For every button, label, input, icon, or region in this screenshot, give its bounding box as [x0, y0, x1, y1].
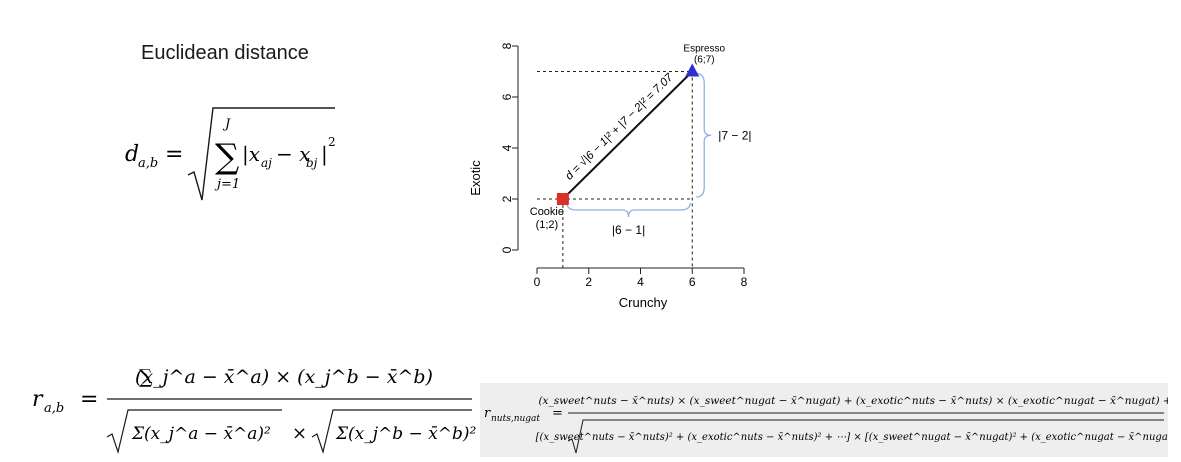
nuts-nugat-formula: r nuts,nugat = (x_sweet^nuts − x̄^nuts) …: [484, 395, 1181, 454]
x-tick-label: 4: [637, 275, 644, 289]
horizontal-brace: [566, 202, 691, 218]
term-sub-a: aj: [261, 156, 272, 170]
sum-bottom: j=1: [214, 177, 240, 192]
cookie-marker: [556, 193, 569, 205]
x-tick-label: 6: [689, 275, 696, 289]
y-tick-label: 4: [500, 144, 514, 151]
term-sub-b: bj: [306, 156, 318, 170]
nuts-denominator: [(x_sweet^nuts − x̄^nuts)² + (x_exotic^n…: [536, 432, 1168, 443]
espresso-marker: [685, 63, 700, 77]
y-tick-label: 8: [500, 42, 514, 49]
distance-label: d = √|6 − 1|² + |7 − 2|² = 7.07: [563, 71, 676, 183]
nuts-eq: =: [552, 406, 563, 421]
formula-lhs: d: [125, 142, 139, 167]
term-xb: − x: [276, 142, 310, 166]
corr-numerator: (x_j^a − x̄^a) × (x_j^b − x̄^b): [135, 366, 433, 388]
y-axis-label: Exotic: [468, 160, 483, 196]
cookie-label: Cookie: [530, 206, 564, 218]
distance-formula: d a,b = J ∑ j=1 |x aj − x bj | 2: [125, 107, 336, 201]
correlation-formula: r a,b = (x_j^a − x̄^a) × (x_j^b − x̄^b) …: [32, 366, 477, 455]
radical-sign: [187, 107, 335, 201]
corr-lhs-sub: a,b: [44, 401, 64, 416]
formula-lhs-sub: a,b: [138, 156, 158, 171]
sum-sigma: ∑: [215, 137, 239, 177]
page-title: Euclidean distance: [141, 42, 309, 64]
vertical-diff-label: |7 − 2|: [718, 128, 751, 142]
cookie-coord: (1;2): [536, 219, 559, 231]
y-tick-label: 6: [500, 93, 514, 100]
horizontal-diff-label: |6 − 1|: [612, 223, 645, 237]
term-xa: |x: [242, 142, 260, 167]
nuts-lhs-sub: nuts,nugat: [491, 414, 540, 424]
term-power: 2: [328, 135, 336, 149]
x-tick-label: 8: [741, 275, 748, 289]
x-tick-label: 0: [534, 275, 541, 289]
corr-den-left: Σ(x_j^a − x̄^a)²: [131, 424, 271, 444]
x-tick-label: 2: [585, 275, 592, 289]
y-tick-label: 0: [500, 246, 514, 253]
term-close: |: [321, 142, 328, 167]
nuts-lhs: r: [484, 406, 491, 421]
distance-line: [562, 70, 693, 200]
nuts-numerator: (x_sweet^nuts − x̄^nuts) × (x_sweet^nuga…: [538, 395, 1168, 407]
x-axis-label: Crunchy: [619, 295, 668, 310]
corr-eq: =: [80, 387, 98, 412]
corr-den-right: Σ(x_j^b − x̄^b)²: [335, 424, 477, 444]
espresso-coord: (6;7): [694, 55, 715, 66]
espresso-label: Espresso: [683, 44, 725, 55]
corr-num-sigma: ∑: [139, 366, 153, 388]
corr-lhs: r: [32, 387, 44, 412]
scatter-chart: 0 2 4 6 8 0 2 4 6 8 |6 − 1| |7 − 2| d = √|6 − 1|² + …: [468, 42, 752, 310]
formula-eq: =: [165, 142, 183, 167]
corr-radical-left: [106, 409, 282, 455]
nuts-radical: [567, 419, 1164, 454]
corr-radical-right: [311, 409, 472, 455]
y-tick-label: 2: [500, 195, 514, 202]
vertical-brace: [696, 72, 712, 198]
nuts-nugat-panel: r nuts,nugat = (x_sweet^nuts − x̄^nuts) …: [480, 383, 1181, 457]
sum-top: J: [222, 117, 231, 132]
corr-times: ×: [292, 423, 307, 444]
